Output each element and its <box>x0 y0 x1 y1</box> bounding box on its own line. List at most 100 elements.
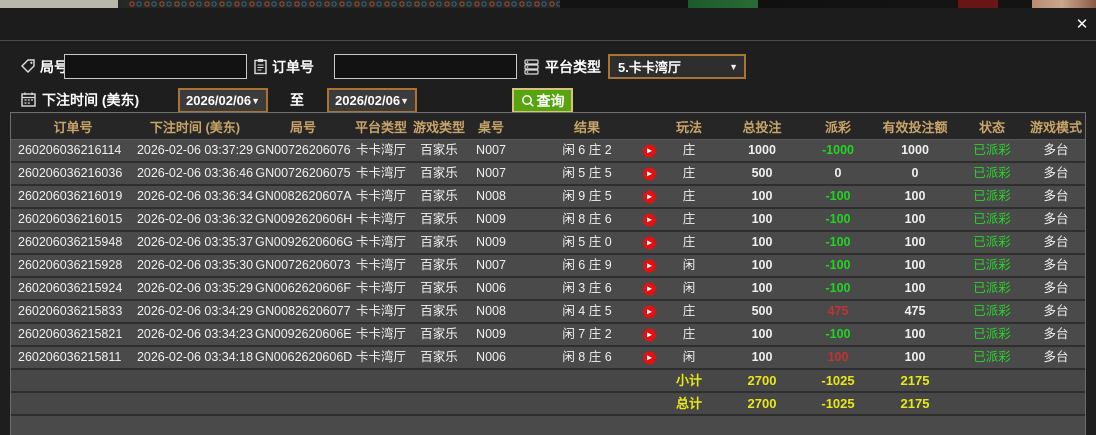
order-number-cell: 260206036216114 <box>18 143 122 157</box>
result-cell: 闲 5 庄 5 ▶ <box>515 163 659 184</box>
date-from-value: 2026/02/06 <box>186 93 252 108</box>
order-number-cell: 260206036216019 <box>18 189 123 203</box>
table-body: 260206036216114 2026-02-06 03:37:29 GN0072… <box>11 140 1085 370</box>
valid-bet-cell: 1000 <box>901 143 929 157</box>
table-number-cell: N007 <box>476 258 506 272</box>
bet-time-cell: 2026-02-06 03:37:29 <box>136 143 254 157</box>
play-video-icon[interactable]: ▶ <box>643 351 656 364</box>
valid-bet-cell: 475 <box>904 304 926 318</box>
play-video-icon[interactable]: ▶ <box>643 213 656 226</box>
status-cell: 已派彩 <box>973 304 1011 318</box>
chevron-down-icon: ▼ <box>251 95 260 106</box>
column-header: 平台类型 <box>354 119 407 135</box>
round-number-input[interactable] <box>64 54 247 79</box>
total-bet-cell: 500 <box>751 304 773 318</box>
play-type-cell: 庄 <box>682 327 696 341</box>
game-mode-cell: 多台 <box>1043 212 1069 226</box>
tag-icon <box>20 58 37 75</box>
order-number-cell: 260206036215821 <box>18 327 123 341</box>
game-type-cell: 百家乐 <box>420 281 458 295</box>
query-button-label: 查询 <box>536 92 565 109</box>
table-row: 260206036215924 2026-02-06 03:35:29 GN0062… <box>11 278 1085 301</box>
order-number-cell: 260206036215924 <box>18 281 123 295</box>
round-number-cell: GN00726206076 <box>255 143 351 157</box>
result-cell: 闲 8 庄 6 ▶ <box>515 209 659 230</box>
game-type-cell: 百家乐 <box>420 212 458 226</box>
bet-time-cell: 2026-02-06 03:36:46 <box>136 166 254 180</box>
order-number-cell: 260206036215948 <box>18 235 123 249</box>
platform-type-label: 平台类型 <box>545 59 601 75</box>
play-video-icon[interactable]: ▶ <box>643 328 656 341</box>
platform-cell: 卡卡湾厅 <box>355 166 406 180</box>
play-type-cell: 闲 <box>682 350 696 364</box>
status-cell: 已派彩 <box>973 212 1011 226</box>
column-header: 游戏模式 <box>1029 119 1082 135</box>
play-video-icon[interactable]: ▶ <box>643 305 656 318</box>
game-type-cell: 百家乐 <box>420 143 458 157</box>
status-cell: 已派彩 <box>973 327 1011 341</box>
round-number-cell: GN00726206073 <box>255 258 351 272</box>
date-from-select[interactable]: 2026/02/06 ▼ <box>178 88 268 113</box>
total-bet-cell: 100 <box>751 327 773 341</box>
table-row: 260206036215948 2026-02-06 03:35:37 GN0092… <box>11 232 1085 255</box>
status-cell: 已派彩 <box>973 166 1011 180</box>
play-video-icon[interactable]: ▶ <box>643 259 656 272</box>
table-number-cell: N009 <box>476 327 506 341</box>
chevron-down-icon: ▼ <box>400 95 409 106</box>
status-cell: 已派彩 <box>973 281 1011 295</box>
query-button[interactable]: 查询 <box>512 88 573 113</box>
order-number-label: 订单号 <box>272 59 314 75</box>
table-number-cell: N008 <box>476 189 506 203</box>
bet-records-table: 订单号 下注时间 (美东) 局号 平台类型 游戏类型 桌号 结果 玩法 总投注 派彩 有效投注额 状态… <box>10 112 1086 435</box>
platform-cell: 卡卡湾厅 <box>355 281 406 295</box>
table-row: 260206036215811 2026-02-06 03:34:18 GN0062… <box>11 347 1085 370</box>
payout-cell: -100 <box>825 235 851 249</box>
bet-time-label: 下注时间 (美东) <box>42 92 140 108</box>
close-icon[interactable]: ✕ <box>1075 16 1089 33</box>
status-cell: 已派彩 <box>973 189 1011 203</box>
summary-total-bet: 2700 <box>747 396 777 411</box>
column-header: 桌号 <box>477 119 504 135</box>
round-number-cell: GN00726206075 <box>255 166 351 180</box>
result-cell: 闲 5 庄 0 ▶ <box>515 232 659 253</box>
table-number-cell: N007 <box>476 166 506 180</box>
play-video-icon[interactable]: ▶ <box>643 167 656 180</box>
column-header: 状态 <box>978 119 1005 135</box>
total-bet-cell: 100 <box>751 350 773 364</box>
payout-cell: -100 <box>825 258 851 272</box>
play-type-cell: 闲 <box>682 258 696 272</box>
payout-cell: 0 <box>834 166 842 180</box>
result-cell: 闲 7 庄 2 ▶ <box>515 324 659 345</box>
column-header: 玩法 <box>675 119 702 135</box>
play-type-cell: 庄 <box>682 166 696 180</box>
payout-cell: -1000 <box>822 143 854 157</box>
platform-type-select[interactable]: 5.卡卡湾厅 ▼ <box>608 54 746 79</box>
date-to-select[interactable]: 2026/02/06 ▼ <box>327 88 417 113</box>
summary-total-bet: 2700 <box>747 373 777 388</box>
play-video-icon[interactable]: ▶ <box>643 144 656 157</box>
status-cell: 已派彩 <box>973 258 1011 272</box>
order-number-input[interactable] <box>334 54 517 79</box>
platform-cell: 卡卡湾厅 <box>355 258 406 272</box>
bet-time-cell: 2026-02-06 03:35:29 <box>136 281 254 295</box>
valid-bet-cell: 100 <box>904 258 926 272</box>
round-number-cell: GN0092620606H <box>255 212 353 226</box>
column-header: 结果 <box>573 119 600 135</box>
bet-time-cell: 2026-02-06 03:34:23 <box>136 327 254 341</box>
bet-time-cell: 2026-02-06 03:34:18 <box>136 350 254 364</box>
total-bet-cell: 1000 <box>748 143 776 157</box>
valid-bet-cell: 100 <box>904 327 926 341</box>
valid-bet-cell: 100 <box>904 235 926 249</box>
game-mode-cell: 多台 <box>1043 350 1069 364</box>
play-video-icon[interactable]: ▶ <box>643 282 656 295</box>
play-video-icon[interactable]: ▶ <box>643 190 656 203</box>
play-type-cell: 庄 <box>682 304 696 318</box>
play-video-icon[interactable]: ▶ <box>643 236 656 249</box>
summary-valid-bet: 2175 <box>900 373 930 388</box>
bet-time-cell: 2026-02-06 03:36:32 <box>136 212 254 226</box>
table-number-cell: N009 <box>476 212 506 226</box>
round-number-cell: GN0062620606D <box>255 350 353 364</box>
background-page-strip <box>0 0 1096 8</box>
summary-valid-bet: 2175 <box>900 396 930 411</box>
payout-cell: 475 <box>827 304 849 318</box>
